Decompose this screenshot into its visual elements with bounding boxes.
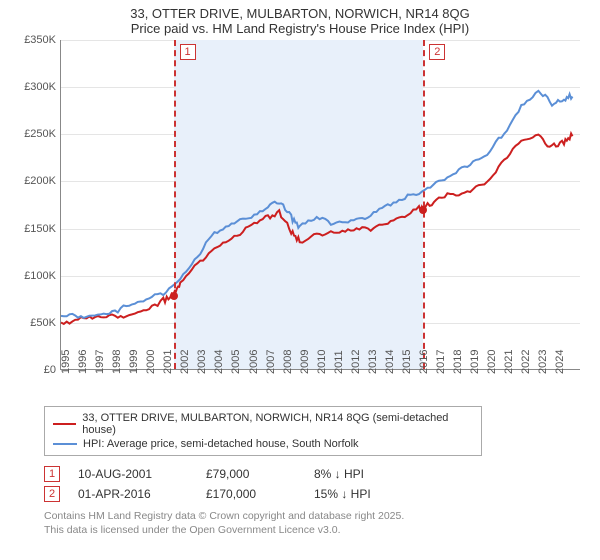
legend: 33, OTTER DRIVE, MULBARTON, NORWICH, NR1… xyxy=(44,406,482,456)
y-axis-label: £200K xyxy=(24,175,56,187)
sale-marker-number: 1 xyxy=(180,44,196,60)
attribution-line2: This data is licensed under the Open Gov… xyxy=(44,524,600,538)
sale-row: 1 10-AUG-2001 £79,000 8% ↓ HPI xyxy=(44,464,600,484)
x-axis-label: 2012 xyxy=(350,350,362,374)
y-axis-label: £0 xyxy=(44,364,56,376)
x-axis-label: 2018 xyxy=(452,350,464,374)
x-axis-label: 2002 xyxy=(179,350,191,374)
x-axis-label: 2007 xyxy=(265,350,277,374)
x-axis-label: 1999 xyxy=(128,350,140,374)
x-axis-label: 2019 xyxy=(469,350,481,374)
attribution-line1: Contains HM Land Registry data © Crown c… xyxy=(44,510,600,524)
x-axis-label: 1996 xyxy=(77,350,89,374)
sale-marker-line xyxy=(423,40,425,369)
x-axis-label: 2020 xyxy=(486,350,498,374)
sale-row-date: 10-AUG-2001 xyxy=(78,467,188,481)
sale-row: 2 01-APR-2016 £170,000 15% ↓ HPI xyxy=(44,484,600,504)
x-axis-label: 1997 xyxy=(94,350,106,374)
line-series-svg xyxy=(61,40,581,370)
sale-marker-dot xyxy=(170,292,178,300)
legend-item: HPI: Average price, semi-detached house,… xyxy=(53,437,473,451)
x-axis-label: 2021 xyxy=(503,350,515,374)
x-axis-label: 1995 xyxy=(60,350,72,374)
sale-rows: 1 10-AUG-2001 £79,000 8% ↓ HPI 2 01-APR-2016 £… xyxy=(44,464,600,504)
chart-title-block: 33, OTTER DRIVE, MULBARTON, NORWICH, NR1… xyxy=(0,0,600,40)
sale-row-number: 2 xyxy=(44,486,60,502)
x-axis-label: 2001 xyxy=(162,350,174,374)
x-axis-label: 2022 xyxy=(520,350,532,374)
x-axis-label: 2005 xyxy=(230,350,242,374)
sale-row-diff: 8% ↓ HPI xyxy=(314,467,424,481)
sale-row-diff: 15% ↓ HPI xyxy=(314,487,424,501)
sale-row-price: £79,000 xyxy=(206,467,296,481)
y-axis-label: £300K xyxy=(24,81,56,93)
y-axis-label: £50K xyxy=(30,317,56,329)
y-axis-label: £150K xyxy=(24,223,56,235)
series-line xyxy=(61,134,573,324)
chart: 12 £0£50K£100K£150K£200K£250K£300K£350K … xyxy=(10,40,590,400)
legend-swatch xyxy=(53,443,77,445)
sale-row-number: 1 xyxy=(44,466,60,482)
legend-label: HPI: Average price, semi-detached house,… xyxy=(83,438,359,450)
y-axis-label: £100K xyxy=(24,270,56,282)
title-line1: 33, OTTER DRIVE, MULBARTON, NORWICH, NR1… xyxy=(0,6,600,21)
x-axis-label: 2003 xyxy=(196,350,208,374)
plot-area: 12 xyxy=(60,40,580,370)
x-axis-label: 2006 xyxy=(248,350,260,374)
sale-marker-line xyxy=(174,40,176,369)
sale-row-date: 01-APR-2016 xyxy=(78,487,188,501)
x-axis-label: 2013 xyxy=(367,350,379,374)
attribution: Contains HM Land Registry data © Crown c… xyxy=(44,510,600,537)
x-axis-label: 2024 xyxy=(554,350,566,374)
series-line xyxy=(61,91,573,318)
legend-label: 33, OTTER DRIVE, MULBARTON, NORWICH, NR1… xyxy=(82,412,473,436)
x-axis-label: 2014 xyxy=(384,350,396,374)
x-axis-label: 2017 xyxy=(435,350,447,374)
title-line2: Price paid vs. HM Land Registry's House … xyxy=(0,21,600,36)
x-axis-label: 2023 xyxy=(537,350,549,374)
sale-row-price: £170,000 xyxy=(206,487,296,501)
x-axis-label: 2004 xyxy=(213,350,225,374)
x-axis-label: 2016 xyxy=(418,350,430,374)
y-axis-label: £350K xyxy=(24,34,56,46)
x-axis-label: 2008 xyxy=(282,350,294,374)
x-axis-label: 2000 xyxy=(145,350,157,374)
x-axis-label: 1998 xyxy=(111,350,123,374)
y-axis-label: £250K xyxy=(24,128,56,140)
legend-swatch xyxy=(53,423,76,425)
x-axis-label: 2015 xyxy=(401,350,413,374)
sale-marker-dot xyxy=(419,206,427,214)
sale-marker-number: 2 xyxy=(429,44,445,60)
x-axis-label: 2011 xyxy=(333,350,345,374)
x-axis-label: 2009 xyxy=(299,350,311,374)
x-axis-label: 2010 xyxy=(316,350,328,374)
legend-item: 33, OTTER DRIVE, MULBARTON, NORWICH, NR1… xyxy=(53,411,473,437)
